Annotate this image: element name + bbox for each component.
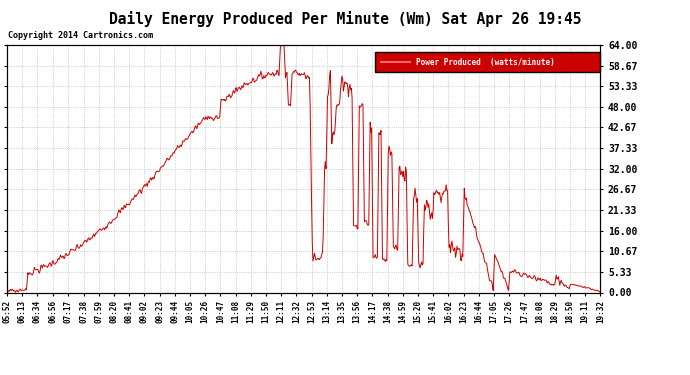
Text: Copyright 2014 Cartronics.com: Copyright 2014 Cartronics.com xyxy=(8,31,153,40)
Text: Power Produced  (watts/minute): Power Produced (watts/minute) xyxy=(416,58,555,67)
Text: Daily Energy Produced Per Minute (Wm) Sat Apr 26 19:45: Daily Energy Produced Per Minute (Wm) Sa… xyxy=(109,11,581,27)
FancyBboxPatch shape xyxy=(375,53,600,72)
